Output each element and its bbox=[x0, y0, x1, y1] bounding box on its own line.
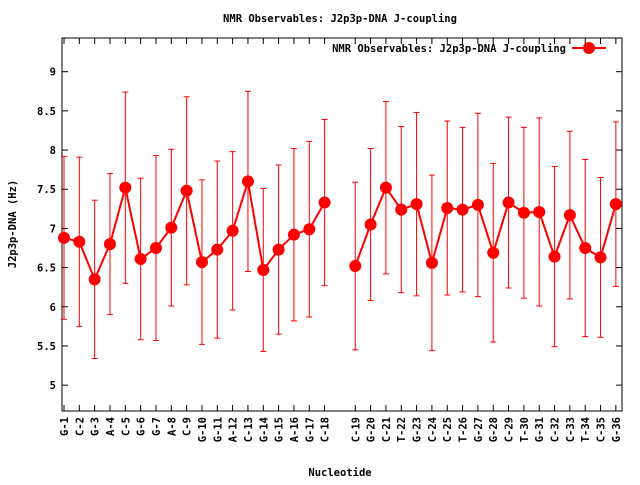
x-tick-label: T-34 bbox=[580, 417, 592, 442]
legend-label: NMR Observables: J2p3p-DNA J-coupling bbox=[332, 43, 566, 55]
x-tick-label: G-7 bbox=[151, 417, 163, 436]
x-tick-label: G-15 bbox=[274, 417, 286, 442]
x-tick-label: G-6 bbox=[136, 417, 148, 436]
data-point bbox=[287, 228, 300, 241]
data-point bbox=[241, 175, 254, 188]
data-point bbox=[272, 243, 285, 256]
x-axis-label: Nucleotide bbox=[308, 467, 371, 479]
data-point bbox=[487, 246, 500, 259]
data-point bbox=[594, 251, 607, 264]
x-tick-label: C-13 bbox=[243, 417, 255, 442]
axis-ticks bbox=[62, 38, 622, 411]
x-tick-label: A-8 bbox=[166, 417, 178, 436]
x-tick-label: C-18 bbox=[320, 417, 332, 442]
data-point bbox=[441, 202, 454, 215]
x-tick-label: C-9 bbox=[182, 417, 194, 436]
data-point bbox=[149, 242, 162, 255]
x-tick-label: G-36 bbox=[611, 417, 623, 442]
legend-marker-swatch bbox=[583, 42, 595, 54]
x-tick-label: G-31 bbox=[534, 417, 546, 442]
data-point bbox=[517, 206, 530, 219]
data-point bbox=[303, 223, 316, 236]
y-tick-label: 8.5 bbox=[37, 106, 56, 118]
data-point bbox=[379, 181, 392, 194]
x-tick-label: G-17 bbox=[304, 417, 316, 442]
series-line bbox=[63, 181, 326, 282]
chart-title: NMR Observables: J2p3p-DNA J-coupling bbox=[223, 13, 457, 25]
data-point bbox=[456, 203, 469, 216]
data-point bbox=[548, 250, 561, 263]
y-tick-label: 5.5 bbox=[37, 341, 56, 353]
x-tick-label: G-14 bbox=[258, 417, 270, 442]
x-tick-label: C-24 bbox=[427, 417, 439, 442]
x-tick-label: C-32 bbox=[550, 417, 562, 442]
data-point bbox=[226, 224, 239, 237]
data-point bbox=[609, 198, 622, 211]
data-point bbox=[119, 181, 132, 194]
x-tick-label: C-2 bbox=[74, 417, 86, 436]
y-tick-label: 7 bbox=[50, 223, 56, 235]
y-tick-label: 5 bbox=[50, 380, 56, 392]
data-point bbox=[425, 256, 438, 269]
x-tick-label: G-1 bbox=[59, 417, 71, 436]
data-points bbox=[57, 175, 622, 286]
data-point bbox=[579, 242, 592, 255]
x-tick-label: T-30 bbox=[519, 417, 531, 442]
y-tick-label: 8 bbox=[50, 145, 56, 157]
data-point bbox=[502, 196, 515, 209]
data-point bbox=[103, 238, 116, 251]
x-tick-label: T-26 bbox=[458, 417, 470, 442]
x-tick-label: C-33 bbox=[565, 417, 577, 442]
x-tick-label: G-3 bbox=[90, 417, 102, 436]
x-tick-label: C-25 bbox=[442, 417, 454, 442]
data-point bbox=[257, 263, 270, 276]
data-point bbox=[211, 243, 224, 256]
x-tick-label: G-28 bbox=[488, 417, 500, 442]
x-tick-label: T-22 bbox=[396, 417, 408, 442]
data-point bbox=[134, 252, 147, 265]
y-tick-label: 7.5 bbox=[37, 184, 56, 196]
y-axis-label: J2p3p-DNA (Hz) bbox=[7, 180, 19, 269]
data-point bbox=[165, 221, 178, 234]
x-tick-label: G-27 bbox=[473, 417, 485, 442]
x-tick-label: A-4 bbox=[105, 417, 117, 436]
x-tick-label: G-11 bbox=[212, 417, 224, 442]
x-tick-label: G-10 bbox=[197, 417, 209, 442]
x-tick-label: C-29 bbox=[504, 417, 516, 442]
y-tick-label: 9 bbox=[50, 67, 56, 79]
x-tick-label: C-21 bbox=[381, 417, 393, 442]
y-tick-label: 6.5 bbox=[37, 263, 56, 275]
x-tick-label: G-23 bbox=[412, 417, 424, 442]
y-tick-label: 6 bbox=[50, 302, 56, 314]
data-point bbox=[410, 198, 423, 211]
error-bars bbox=[60, 90, 619, 359]
data-point bbox=[364, 218, 377, 231]
data-point bbox=[349, 260, 362, 273]
legend: NMR Observables: J2p3p-DNA J-coupling bbox=[332, 42, 606, 55]
plot-frame bbox=[61, 37, 623, 412]
series-line-segment-2 bbox=[354, 185, 617, 267]
x-tick-labels: G-1 C-2 G-3 A-4 C-5 G-6 G-7 A-8 C-9 G-10 G-11 A-12 C… bbox=[59, 417, 623, 442]
data-point bbox=[195, 256, 208, 269]
x-tick-label: C-5 bbox=[120, 417, 132, 436]
x-tick-label: C-19 bbox=[350, 417, 362, 442]
data-point bbox=[563, 209, 576, 222]
x-tick-label: G-20 bbox=[366, 417, 378, 442]
data-point bbox=[73, 235, 86, 248]
y-tick-labels: 5 5.5 6 6.5 7 7.5 8 8.5 9 bbox=[37, 67, 56, 392]
x-tick-label: A-16 bbox=[289, 417, 301, 442]
x-tick-label: C-35 bbox=[596, 417, 608, 442]
data-point bbox=[395, 203, 408, 216]
data-point bbox=[88, 273, 101, 286]
data-point bbox=[471, 198, 484, 211]
data-point bbox=[318, 196, 331, 209]
data-point bbox=[57, 231, 70, 244]
data-point bbox=[180, 184, 193, 197]
data-point bbox=[533, 205, 546, 218]
x-tick-label: A-12 bbox=[228, 417, 240, 442]
